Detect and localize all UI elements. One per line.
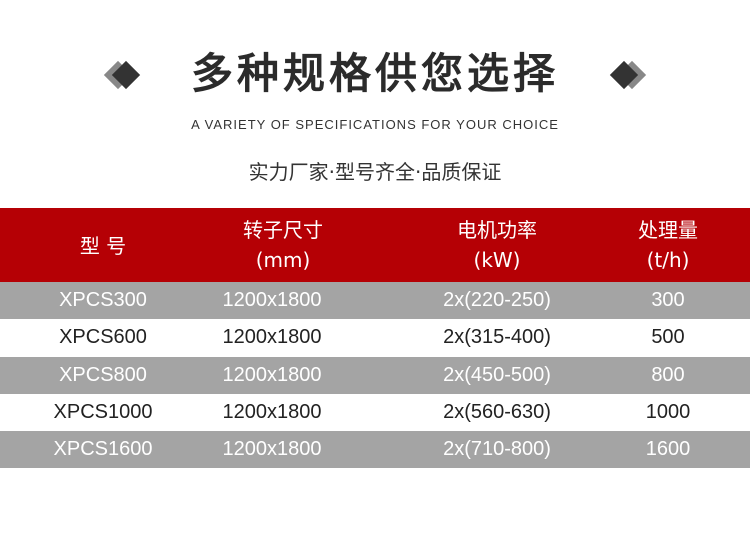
cell-model: XPCS600 <box>59 326 147 349</box>
header-unit: (t/h) <box>646 248 690 272</box>
header-label: 型 号 <box>79 234 127 258</box>
cell-motor-power: 2x(220-250) <box>443 289 551 312</box>
table-row: XPCS300 1200x1800 2x(220-250) 300 <box>0 282 750 320</box>
cell-motor-power: 2x(450-500) <box>443 363 551 386</box>
cell-model: XPCS800 <box>59 363 147 386</box>
header-label: 处理量 <box>638 218 698 242</box>
table-row: XPCS800 1200x1800 2x(450-500) 800 <box>0 356 750 394</box>
cell-motor-power: 2x(710-800) <box>443 438 551 461</box>
spec-table: 型 号 转子尺寸 (mm) 电机功率 (kW) 处理量 (t/h) XPCS300 12… <box>0 208 750 469</box>
table-row: XPCS1600 1200x1800 2x(710-800) 1600 <box>0 431 750 469</box>
cell-capacity: 1000 <box>645 401 691 424</box>
cell-rotor-size: 1200x1800 <box>222 363 322 386</box>
header-capacity: 处理量 (t/h) <box>638 215 698 275</box>
header-model: 型 号 <box>80 230 126 259</box>
header-label: 电机功率 <box>457 218 537 242</box>
cell-model: XPCS300 <box>59 289 147 312</box>
page-title: 多种规格供您选择 <box>190 49 559 98</box>
cell-capacity: 500 <box>651 326 685 349</box>
table-row: XPCS600 1200x1800 2x(315-400) 500 <box>0 319 750 357</box>
header-rotor-size: 转子尺寸 (mm) <box>243 215 323 275</box>
cell-model: XPCS1000 <box>53 401 153 424</box>
cell-capacity: 300 <box>651 289 685 312</box>
subtitle-english: A VARIETY OF SPECIFICATIONS FOR YOUR CHO… <box>191 117 559 132</box>
cell-motor-power: 2x(315-400) <box>443 326 551 349</box>
header-unit: (mm) <box>255 248 311 272</box>
subtitle-chinese: 实力厂家·型号齐全·品质保证 <box>248 160 502 184</box>
header-unit: (kW) <box>473 248 521 272</box>
header-motor-power: 电机功率 (kW) <box>457 215 537 275</box>
header-label: 转子尺寸 <box>243 218 323 242</box>
cell-rotor-size: 1200x1800 <box>222 326 322 349</box>
cell-capacity: 800 <box>651 363 685 386</box>
table-header: 型 号 转子尺寸 (mm) 电机功率 (kW) 处理量 (t/h) <box>0 208 750 282</box>
cell-rotor-size: 1200x1800 <box>222 401 322 424</box>
cell-motor-power: 2x(560-630) <box>443 401 551 424</box>
cell-rotor-size: 1200x1800 <box>222 289 322 312</box>
cell-capacity: 1600 <box>645 438 691 461</box>
table-row: XPCS1000 1200x1800 2x(560-630) 1000 <box>0 393 750 432</box>
cell-rotor-size: 1200x1800 <box>222 438 322 461</box>
cell-model: XPCS1600 <box>53 438 153 461</box>
